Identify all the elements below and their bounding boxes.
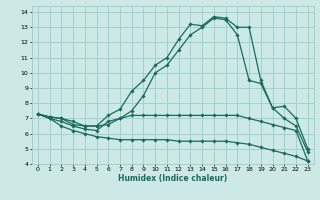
X-axis label: Humidex (Indice chaleur): Humidex (Indice chaleur)	[118, 174, 228, 183]
